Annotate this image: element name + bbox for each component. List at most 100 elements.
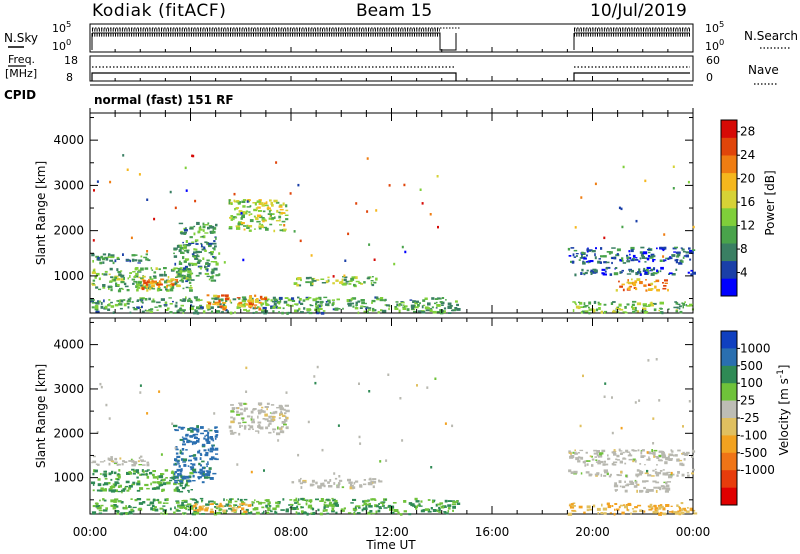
velocity-cell-8 [606, 472, 609, 476]
velocity-cell-1 [188, 475, 192, 478]
power-cell-8 [640, 246, 645, 249]
power-scatter-dot [620, 207, 623, 211]
power-cell-7 [254, 306, 257, 309]
power-cell-4 [275, 220, 281, 222]
velocity-cell-5 [361, 504, 364, 507]
power-cell-9 [646, 266, 651, 269]
power-cell-8 [635, 257, 638, 259]
power-cell-7 [238, 304, 243, 307]
velocity-cell-5 [193, 512, 196, 515]
velocity-cell-3 [257, 415, 259, 419]
velocity-cell-10 [658, 512, 662, 516]
velocity-cell-7 [574, 449, 576, 451]
power-cell-3 [204, 265, 206, 269]
velocity-cell-5 [98, 509, 103, 512]
velocity-cell-5 [185, 504, 188, 506]
velocity-cell-10 [583, 511, 586, 514]
velocity-cell-5 [438, 511, 442, 513]
power-cell-3 [183, 231, 187, 234]
power-cell-6 [169, 311, 173, 314]
power-cell-11 [597, 303, 600, 306]
velocity-cell-10 [618, 506, 621, 509]
velocity-cell-10 [692, 509, 696, 512]
power-cell-4 [237, 202, 241, 205]
y-tick-label: 1000 [53, 269, 84, 283]
power-cell-6 [112, 311, 115, 314]
power-cell-6 [281, 311, 284, 315]
velocity-cell-8 [654, 468, 657, 471]
power-cell-11 [575, 305, 580, 309]
velocity-cell-2 [179, 469, 183, 473]
velocity-cell-5 [305, 500, 308, 502]
velocity-cell-5 [329, 503, 334, 507]
velocity-cell-10 [651, 508, 654, 510]
power-cell-6 [284, 297, 289, 299]
x-tick-label: 12:00 [374, 525, 409, 539]
power-colorbar-swatch [721, 260, 737, 279]
power-cell-6 [406, 308, 410, 312]
velocity-cell-7 [637, 449, 640, 452]
velocity-cell-5 [114, 505, 119, 508]
velocity-cell-5 [435, 503, 438, 507]
velocity-cell-5 [182, 499, 188, 502]
power-cell-1 [178, 271, 183, 274]
power-scatter-dot [146, 250, 149, 253]
velocity-cell-5 [437, 503, 442, 506]
power-cell-8 [681, 247, 684, 251]
velocity-cell-5 [297, 498, 300, 501]
velocity-cell-1 [152, 476, 158, 479]
velocity-cell-0 [128, 460, 132, 462]
velocity-cell-5 [296, 505, 299, 509]
velocity-scatter-dot [263, 469, 265, 472]
velocity-cell-7 [584, 464, 587, 467]
velocity-cell-3 [283, 408, 286, 411]
power-cell-6 [371, 301, 373, 304]
power-cell-1 [103, 273, 108, 276]
velocity-cell-5 [280, 509, 285, 511]
velocity-cell-5 [149, 501, 155, 505]
power-cell-6 [181, 300, 186, 302]
velocity-colorbar-swatch [721, 365, 737, 384]
power-cell-7 [221, 294, 225, 297]
power-cell-10 [650, 282, 654, 286]
power-cell-3 [183, 250, 187, 252]
power-cell-6 [140, 297, 144, 300]
velocity-cell-3 [239, 404, 243, 407]
power-cell-6 [268, 304, 270, 306]
power-scatter-dot [344, 259, 347, 262]
velocity-cell-3 [273, 428, 277, 431]
power-cell-1 [189, 285, 192, 287]
power-cell-6 [214, 297, 218, 301]
velocity-cell-1 [97, 483, 102, 487]
power-cell-6 [194, 297, 198, 300]
velocity-cell-5 [134, 499, 138, 502]
velocity-cell-2 [187, 480, 192, 483]
power-cell-4 [242, 199, 247, 201]
velocity-cell-5 [368, 502, 371, 506]
power-cell-8 [626, 256, 630, 259]
power-cell-2 [169, 283, 174, 287]
power-colorbar-swatch [721, 278, 737, 297]
velocity-cell-0 [142, 460, 146, 462]
velocity-cell-7 [677, 449, 681, 452]
power-cell-4 [236, 226, 241, 230]
velocity-cell-3 [272, 428, 275, 431]
velocity-cell-2 [175, 452, 179, 455]
power-cell-4 [253, 208, 258, 212]
velocity-cell-5 [189, 504, 192, 507]
velocity-cell-9 [639, 490, 644, 493]
velocity-scatter-dot [634, 401, 637, 404]
power-cell-11 [574, 302, 577, 304]
power-cell-1 [136, 286, 141, 289]
power-cell-6 [411, 307, 414, 310]
velocity-colorbar-tick-label: 500 [740, 359, 763, 373]
velocity-cell-2 [182, 476, 186, 479]
power-cell-1 [164, 271, 166, 274]
velocity-cell-0 [107, 457, 110, 461]
power-cell-1 [153, 276, 157, 279]
power-cell-1 [110, 288, 113, 292]
power-cell-6 [255, 311, 258, 313]
velocity-cell-10 [678, 509, 682, 512]
velocity-cell-1 [169, 477, 173, 479]
power-cell-6 [136, 299, 140, 301]
